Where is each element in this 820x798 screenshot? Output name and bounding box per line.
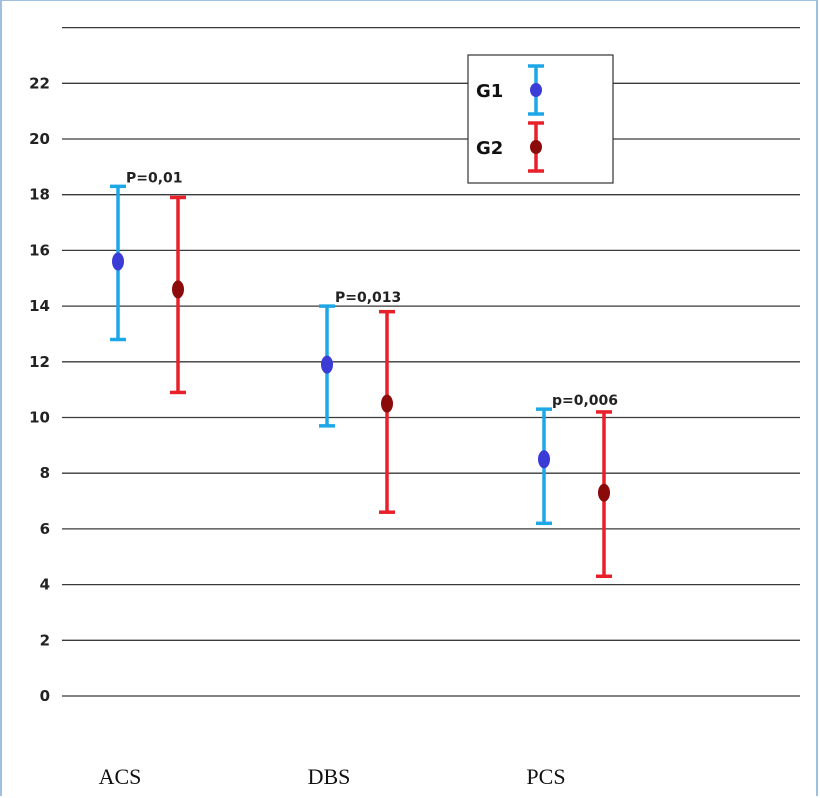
mean-point-G2-ACS (172, 280, 184, 299)
legend-label-G2: G2 (476, 138, 503, 159)
mean-point-G1-PCS (538, 450, 550, 469)
category-label-ACS: ACS (99, 764, 142, 789)
y-tick-label-4: 4 (40, 576, 50, 594)
legend: G1 G2 (467, 54, 614, 184)
y-tick-label-10: 10 (29, 409, 50, 427)
series-layer (110, 184, 612, 578)
mean-point-G2-DBS (381, 394, 393, 413)
p-value-PCS: p=0,006 (552, 393, 618, 409)
p-value-DBS: P=0,013 (335, 290, 401, 306)
y-axis: 0 2 4 6 8 10 12 14 16 18 20 22 (29, 74, 50, 705)
y-tick-label-20: 20 (29, 130, 50, 148)
category-label-DBS: DBS (308, 764, 351, 789)
mean-point-G1-ACS (112, 252, 124, 271)
legend-point-G2 (530, 140, 542, 154)
category-label-PCS: PCS (526, 764, 565, 789)
series-G1 (110, 184, 552, 526)
y-tick-label-0: 0 (40, 687, 50, 705)
y-tick-label-18: 18 (29, 186, 50, 204)
y-tick-label-6: 6 (40, 520, 50, 538)
p-value-annotations: P=0,01 P=0,013 p=0,006 (126, 170, 618, 409)
legend-box (467, 54, 614, 184)
y-tick-label-14: 14 (29, 297, 50, 315)
gridlines (62, 26, 800, 697)
y-tick-label-2: 2 (40, 631, 50, 649)
y-tick-label-8: 8 (40, 464, 50, 482)
y-tick-label-22: 22 (29, 74, 50, 92)
x-axis: ACS DBS PCS (99, 764, 566, 789)
y-tick-label-12: 12 (29, 353, 50, 371)
mean-point-G2-PCS (598, 483, 610, 502)
legend-label-G1: G1 (476, 81, 503, 102)
legend-point-G1 (530, 83, 542, 97)
p-value-ACS: P=0,01 (126, 170, 183, 186)
series-G2 (170, 195, 612, 578)
y-tick-label-16: 16 (29, 241, 50, 259)
mean-point-G1-DBS (321, 355, 333, 374)
